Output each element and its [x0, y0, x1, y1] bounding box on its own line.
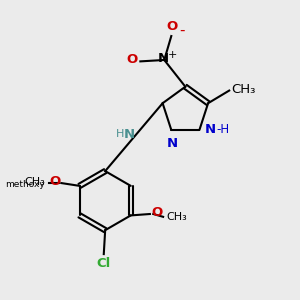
Text: CH₃: CH₃ — [232, 83, 256, 97]
Text: N: N — [124, 128, 135, 141]
Text: -H: -H — [216, 123, 230, 136]
Text: N: N — [167, 137, 178, 150]
Text: O: O — [166, 20, 178, 33]
Text: O: O — [151, 206, 162, 219]
Text: O: O — [126, 53, 137, 67]
Text: methoxy: methoxy — [5, 180, 44, 189]
Text: CH₃: CH₃ — [25, 177, 45, 187]
Text: -: - — [179, 22, 185, 38]
Text: Cl: Cl — [97, 257, 111, 270]
Text: CH₃: CH₃ — [166, 212, 187, 222]
Text: N: N — [158, 52, 169, 65]
Text: N: N — [205, 123, 216, 136]
Text: +: + — [168, 50, 177, 60]
Text: H: H — [116, 129, 124, 139]
Text: O: O — [49, 175, 60, 188]
